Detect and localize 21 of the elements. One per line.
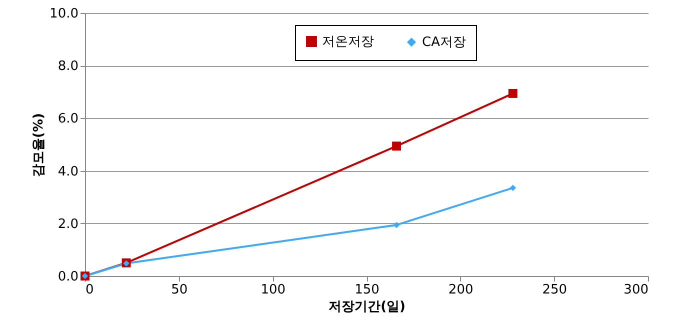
point	[393, 222, 400, 228]
x-tick-label: 100	[260, 282, 286, 298]
y-tick-label: 4.0	[58, 164, 78, 180]
point	[392, 142, 401, 151]
y-tick-label: 10.0	[50, 6, 78, 22]
y-tick-label: 8.0	[58, 59, 78, 74]
point	[508, 89, 518, 98]
x-tick-label: 200	[448, 282, 474, 298]
legend-label: 저온저장	[322, 34, 374, 50]
x-tick-label: 150	[354, 282, 380, 298]
x-tick-label: 50	[171, 282, 188, 298]
legend-label: CA저장	[422, 35, 466, 50]
x-tick-label: 250	[542, 282, 568, 298]
x-tick-label: 0	[86, 282, 94, 298]
point	[510, 184, 516, 192]
y-tick-label: 2.0	[58, 216, 78, 232]
y-axis-title: 감모율(%)	[32, 113, 47, 177]
y-tick-label: 6.0	[58, 112, 78, 127]
x-axis-title: 저장기간(일)	[328, 300, 406, 314]
x-tick-label: 300	[624, 282, 648, 298]
y-tick-label: 0.0	[58, 270, 78, 284]
